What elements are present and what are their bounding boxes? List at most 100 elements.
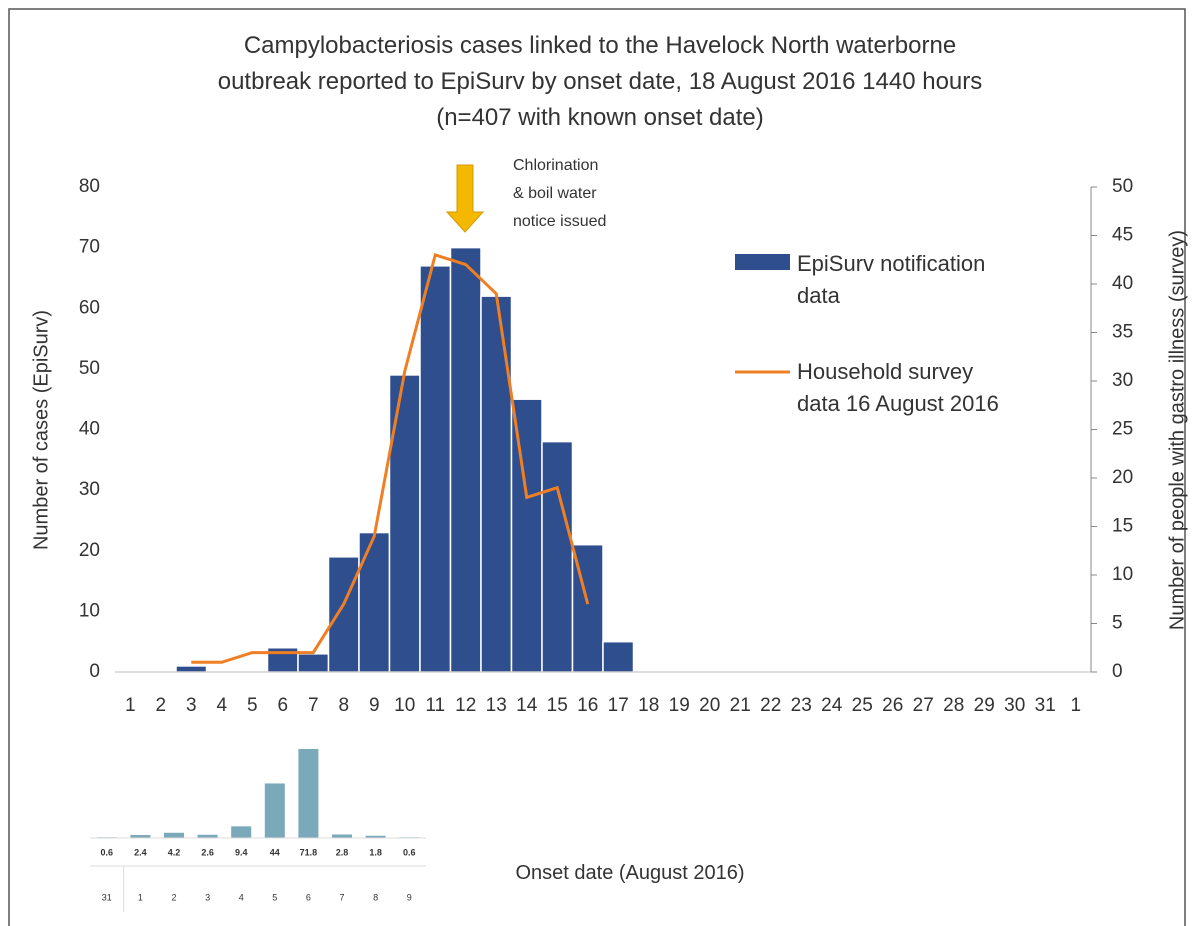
- value-label: 0.6: [403, 847, 416, 857]
- value-label: 2.8: [336, 847, 349, 857]
- x-axis-label: Onset date (August 2016): [515, 862, 745, 884]
- x-tick-label: 24: [821, 695, 843, 716]
- y2-tick-label: 25: [1112, 419, 1133, 440]
- bar: [602, 640, 635, 673]
- value-label: 0.6: [101, 847, 114, 857]
- value-label: 44: [270, 847, 280, 857]
- y-axis-label: Number of cases (EpiSurv): [30, 310, 52, 550]
- x-tick-label: 3: [186, 695, 197, 716]
- line: [191, 252, 590, 664]
- x-tick-label: 9: [369, 695, 380, 716]
- y2-tick-label: 20: [1112, 467, 1133, 488]
- y-tick-label: 50: [79, 358, 100, 379]
- y-tick-label: 0: [89, 661, 100, 682]
- x-tick-label: 31: [102, 892, 112, 902]
- bar: [541, 440, 574, 673]
- x-tick-label: 9: [407, 892, 412, 902]
- x-tick-label: 22: [760, 695, 781, 716]
- chart-title: Campylobacteriosis cases linked to the H…: [217, 32, 983, 131]
- x-tick-label: 7: [339, 892, 344, 902]
- frame: [8, 8, 1186, 926]
- x-tick-label: 1: [125, 695, 136, 716]
- arrow: [445, 164, 485, 233]
- bar: [510, 398, 543, 673]
- y-tick-label: 60: [79, 297, 100, 318]
- bar: [449, 246, 482, 673]
- x-tick-label: 31: [1035, 695, 1056, 716]
- x-tick-label: 13: [486, 695, 507, 716]
- x-tick-label: 19: [669, 695, 690, 716]
- y2-tick-label: 35: [1112, 322, 1133, 343]
- bar: [175, 665, 208, 673]
- y2-tick-label: 45: [1112, 225, 1133, 246]
- x-tick-label: 2: [155, 695, 166, 716]
- x-tick-label: 21: [730, 695, 751, 716]
- x-tick-label: 7: [308, 695, 319, 716]
- bar: [164, 832, 184, 838]
- bar: [480, 295, 513, 673]
- y-tick-label: 20: [79, 540, 100, 561]
- x-tick-label: 17: [608, 695, 629, 716]
- legend-key: [735, 254, 790, 270]
- x-tick-label: 5: [247, 695, 258, 716]
- x-tick-label: 28: [943, 695, 964, 716]
- x-tick-label: 4: [239, 892, 244, 902]
- bar: [298, 749, 319, 838]
- y-tick-label: 40: [79, 419, 100, 440]
- x-tick-label: 10: [394, 695, 415, 716]
- x-tick-label: 6: [306, 892, 311, 902]
- value-label: 2.4: [134, 847, 147, 857]
- value-label: 2.6: [201, 847, 214, 857]
- x-tick-label: 4: [216, 695, 227, 716]
- x-tick-label: 5: [272, 892, 277, 902]
- x-tick-label: 26: [882, 695, 903, 716]
- y2-tick-label: 50: [1112, 176, 1133, 197]
- bar: [365, 835, 386, 838]
- x-tick-label: 16: [577, 695, 598, 716]
- y2-tick-label: 0: [1112, 661, 1123, 682]
- bar: [130, 835, 151, 838]
- y-tick-label: 70: [79, 237, 100, 258]
- y2-tick-label: 10: [1112, 564, 1133, 585]
- value-label: 71.8: [300, 847, 318, 857]
- y-tick-label: 80: [79, 176, 100, 197]
- x-tick-label: 27: [913, 695, 934, 716]
- x-tick-label: 20: [699, 695, 720, 716]
- x-tick-label: 14: [516, 695, 538, 716]
- x-tick-label: 29: [974, 695, 995, 716]
- x-tick-label: 1: [1070, 695, 1081, 716]
- x-tick-label: 11: [425, 695, 445, 716]
- y2-tick-label: 40: [1112, 273, 1133, 294]
- x-tick-label: 23: [791, 695, 812, 716]
- y-tick-label: 30: [79, 479, 100, 500]
- value-label: 9.4: [235, 847, 248, 857]
- bar: [231, 826, 252, 838]
- y2-axis-label: Number of people with gastro illness (su…: [1166, 230, 1188, 630]
- x-tick-label: 1: [138, 892, 143, 902]
- x-tick-label: 12: [455, 695, 476, 716]
- x-tick-label: 25: [852, 695, 873, 716]
- value-label: 4.2: [168, 847, 181, 857]
- y2-tick-label: 30: [1112, 370, 1133, 391]
- bar: [358, 531, 391, 673]
- x-tick-label: 30: [1004, 695, 1025, 716]
- y2-tick-label: 15: [1112, 516, 1133, 537]
- x-tick-label: 6: [277, 695, 288, 716]
- x-tick-label: 15: [547, 695, 568, 716]
- y-tick-label: 10: [79, 600, 100, 621]
- value-label: 1.8: [369, 847, 382, 857]
- legend-label: EpiSurv notification data: [797, 251, 986, 308]
- bar: [197, 834, 218, 838]
- bar: [264, 783, 285, 838]
- annotation: Chlorination & boil water notice issued: [513, 157, 607, 230]
- legend-label: Household survey data 16 August 2016: [797, 359, 999, 416]
- x-tick-label: 2: [171, 892, 176, 902]
- y2-tick-label: 5: [1112, 613, 1123, 634]
- x-tick-label: 3: [205, 892, 210, 902]
- bar: [419, 265, 452, 673]
- bar: [388, 374, 421, 673]
- x-tick-label: 18: [638, 695, 659, 716]
- bar: [297, 653, 330, 673]
